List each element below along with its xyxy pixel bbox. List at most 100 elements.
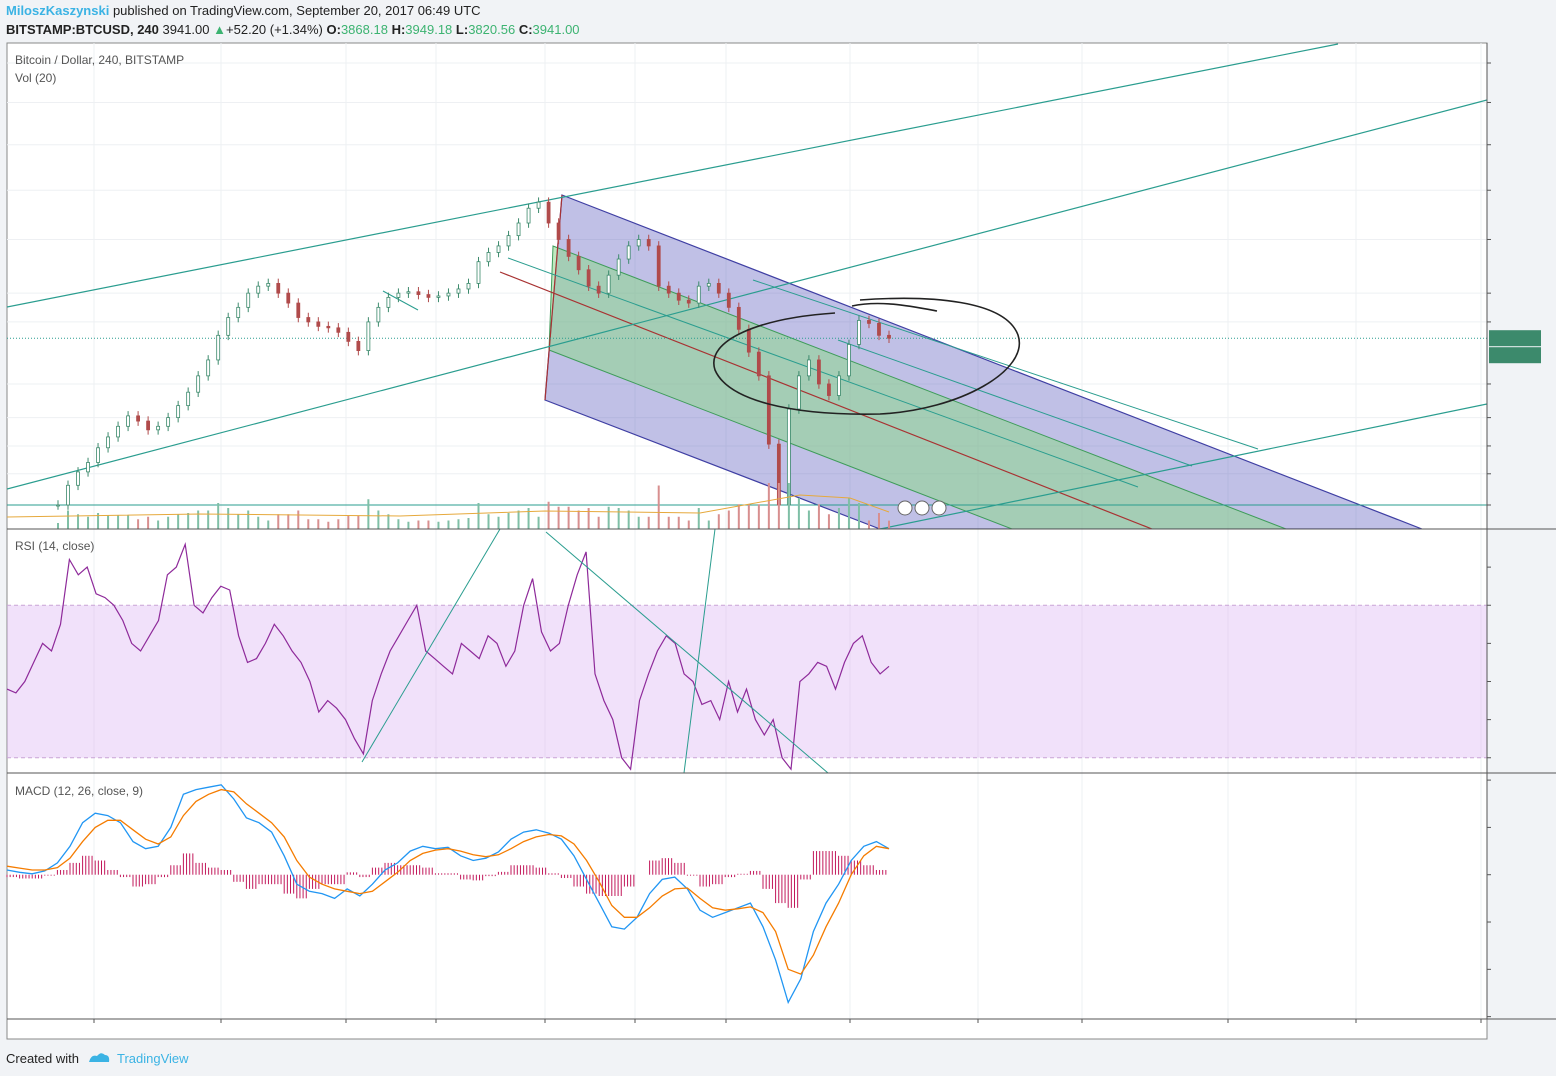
candle (206, 359, 211, 377)
event-badge-icon[interactable] (931, 500, 947, 516)
volume-bar (327, 521, 330, 529)
candle (606, 274, 611, 294)
volume-bar (317, 519, 320, 529)
candle (516, 222, 521, 237)
candle (526, 207, 531, 224)
price-change: +52.20 (+1.34%) (226, 22, 323, 37)
ascending-trendline (879, 403, 1487, 529)
candle (286, 292, 291, 304)
volume-bar (707, 520, 710, 529)
rsi-title: RSI (14, close) (15, 539, 94, 553)
volume-bar (627, 510, 630, 529)
macd-pane[interactable] (6, 784, 898, 1005)
volume-bar (247, 510, 250, 529)
candle (746, 328, 751, 353)
candle (66, 484, 70, 506)
tradingview-brand[interactable]: TradingView (116, 1051, 189, 1066)
volume-bar (888, 520, 890, 529)
countdown-tag (1489, 347, 1541, 364)
symbol-label[interactable]: BITSTAMP:BTCUSD, 240 (6, 22, 159, 37)
candle (506, 235, 511, 247)
volume-bar (107, 515, 110, 529)
volume-bar (847, 498, 850, 529)
main-title: Bitcoin / Dollar, 240, BITSTAMP (15, 53, 184, 67)
volume-bar (537, 516, 540, 529)
volume-bar (337, 519, 340, 529)
volume-bar (287, 514, 290, 529)
volume-bar (67, 510, 70, 529)
candle (456, 288, 461, 294)
candle (276, 283, 281, 294)
volume-bar (677, 516, 680, 529)
candle (837, 375, 841, 396)
volume-ma-line (7, 494, 890, 518)
candle (376, 306, 381, 323)
low-label: L: (455, 22, 469, 37)
candle (686, 299, 691, 304)
open-value: 3868.18 (340, 22, 388, 37)
candle (236, 306, 241, 318)
chart-frame (6, 42, 1488, 1040)
volume-bar (237, 514, 240, 529)
candle (336, 327, 341, 333)
candle (556, 222, 561, 240)
candle (857, 320, 861, 345)
volume-bar (647, 516, 650, 529)
rsi-pane[interactable] (7, 529, 1487, 773)
volume-bar (57, 523, 59, 529)
volume-bar (657, 485, 660, 529)
volume-bar (817, 504, 820, 529)
volume-bar (497, 516, 500, 529)
candle (756, 351, 761, 377)
pitchfork-inner-band (548, 245, 1287, 529)
volume-bar (97, 513, 100, 529)
candle (877, 322, 881, 336)
volume-bar (517, 510, 520, 529)
high-value: 3949.18 (405, 22, 453, 37)
volume-bar (267, 520, 270, 529)
macd-series-line-0 (6, 784, 890, 1005)
symbol-header: BITSTAMP:BTCUSD, 240 3941.00 ▲+52.20 (+1… (6, 22, 580, 37)
volume-bar (827, 514, 830, 529)
volume-bar (767, 483, 770, 529)
rsi-band (7, 605, 1487, 758)
volume-bar (737, 504, 740, 529)
volume-bar (377, 510, 380, 529)
candle (706, 283, 711, 287)
volume-bar (477, 503, 480, 529)
candle (576, 255, 581, 271)
volume-bar (667, 516, 670, 529)
volume-bar (347, 515, 350, 529)
volume-bar (697, 508, 700, 529)
hand-drawn-stroke (851, 302, 938, 312)
candle (306, 317, 311, 323)
candle (796, 375, 801, 410)
candle (176, 405, 181, 419)
candle (256, 285, 261, 294)
volume-bar (197, 510, 200, 529)
author-link[interactable]: MiloszKaszynski (6, 3, 110, 18)
candle (626, 245, 631, 260)
hand-drawn-ellipse (713, 297, 1021, 415)
event-badge-icon[interactable] (914, 500, 930, 516)
volume-bar (127, 515, 130, 529)
candle (146, 420, 151, 431)
volume-bar (547, 501, 550, 529)
volume-bar (357, 515, 360, 529)
volume-bar (157, 520, 160, 529)
candle (436, 295, 441, 298)
volume-bar (587, 508, 590, 529)
published-text: published on TradingView.com, September … (112, 3, 481, 18)
volume-bar (837, 508, 840, 529)
price-pane[interactable] (7, 43, 1487, 529)
low-value: 3820.56 (468, 22, 516, 37)
candle (636, 239, 641, 247)
candle (406, 291, 411, 294)
candle (186, 391, 191, 407)
candle (196, 375, 201, 393)
event-badge-icon[interactable] (897, 500, 913, 516)
candle (496, 245, 501, 253)
volume-bar (397, 519, 400, 529)
candle (586, 269, 591, 287)
